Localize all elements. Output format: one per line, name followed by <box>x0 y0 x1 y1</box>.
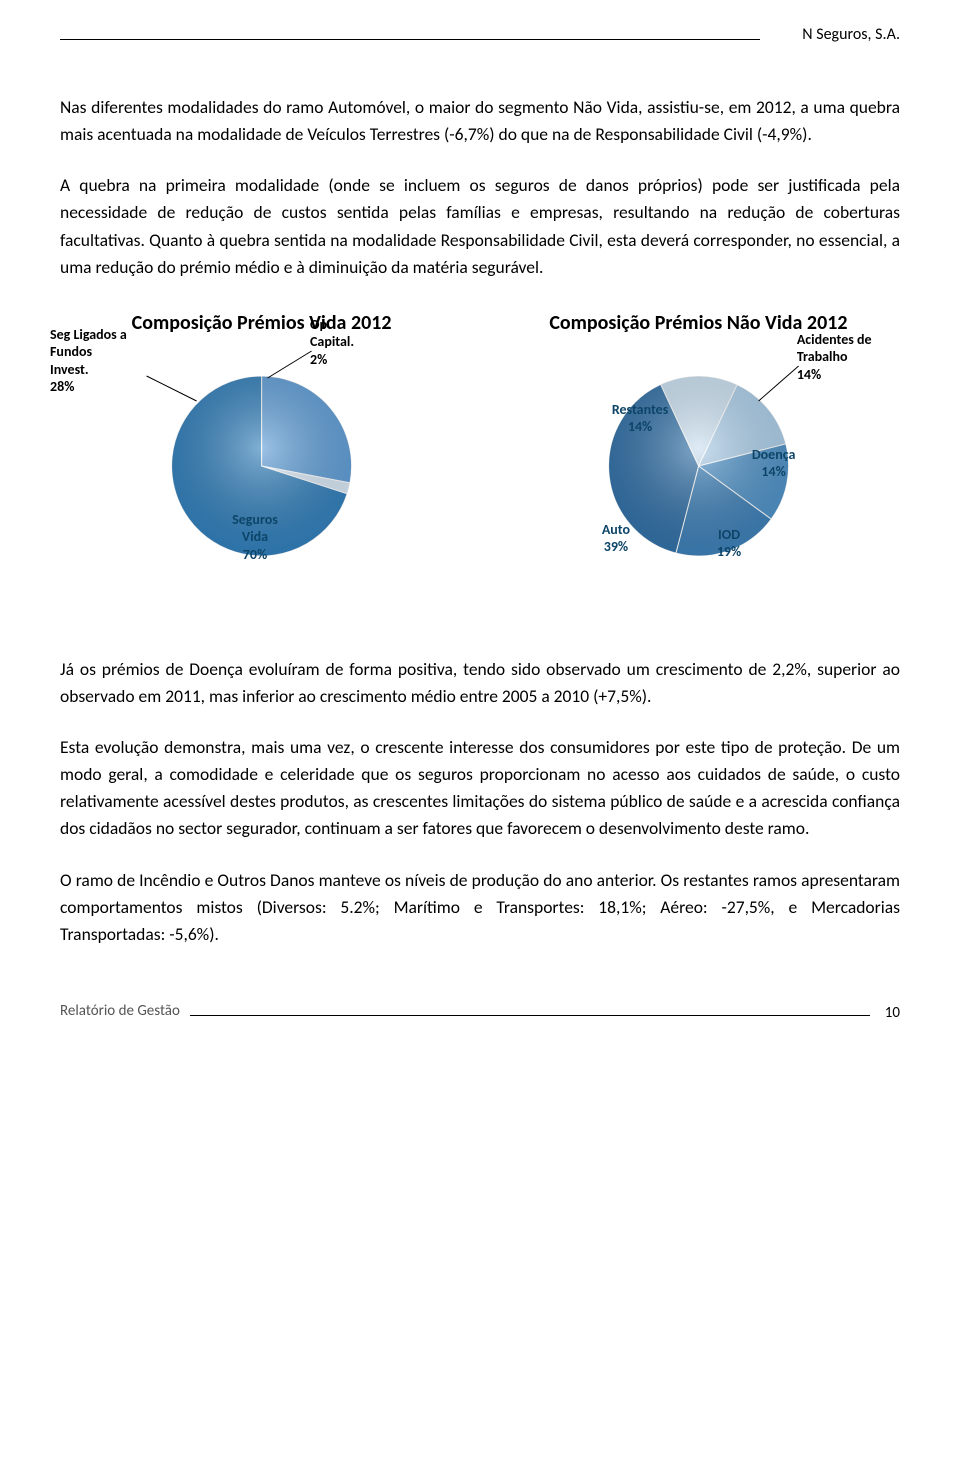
charts-row: Composição Prémios Vida 2012 Seg Ligados… <box>60 311 900 606</box>
paragraph-5: O ramo de Incêndio e Outros Danos mantev… <box>60 867 900 948</box>
chart-naovida: Composição Prémios Não Vida 2012 Restant… <box>497 311 900 606</box>
paragraph-2: A quebra na primeira modalidade (onde se… <box>60 172 900 281</box>
label-iod: IOD 19% <box>717 526 741 561</box>
paragraph-3: Já os prémios de Doença evoluíram de for… <box>60 656 900 710</box>
chart-naovida-canvas: Restantes 14% Acidentes de Trabalho 14% … <box>497 346 900 606</box>
header-rule <box>60 39 760 40</box>
chart-vida: Composição Prémios Vida 2012 Seg Ligados… <box>60 311 463 606</box>
label-seguros-vida: Seguros Vida 70% <box>220 511 290 564</box>
page-footer: Relatório de Gestão 10 <box>60 998 900 1022</box>
label-restantes: Restantes 14% <box>612 401 668 436</box>
footer-left: Relatório de Gestão <box>60 1002 180 1020</box>
company-name: N Seguros, S.A. <box>802 25 900 44</box>
paragraph-4: Esta evolução demonstra, mais uma vez, o… <box>60 734 900 843</box>
label-auto: Auto 39% <box>602 521 630 556</box>
label-doenca: Doença 14% <box>752 446 796 481</box>
pie-naovida-svg <box>497 346 900 606</box>
page-header: N Seguros, S.A. <box>60 20 900 44</box>
footer-page-number: 10 <box>885 1004 900 1022</box>
paragraph-1: Nas diferentes modalidades do ramo Autom… <box>60 94 900 148</box>
footer-rule <box>190 1015 870 1016</box>
chart-vida-canvas: Seg Ligados a Fundos Invest. 28% Op Capi… <box>60 346 463 606</box>
label-op-capital: Op Capital. 2% <box>310 316 370 369</box>
label-acidentes: Acidentes de Trabalho 14% <box>797 331 887 384</box>
label-seg-ligados: Seg Ligados a Fundos Invest. 28% <box>50 326 130 396</box>
